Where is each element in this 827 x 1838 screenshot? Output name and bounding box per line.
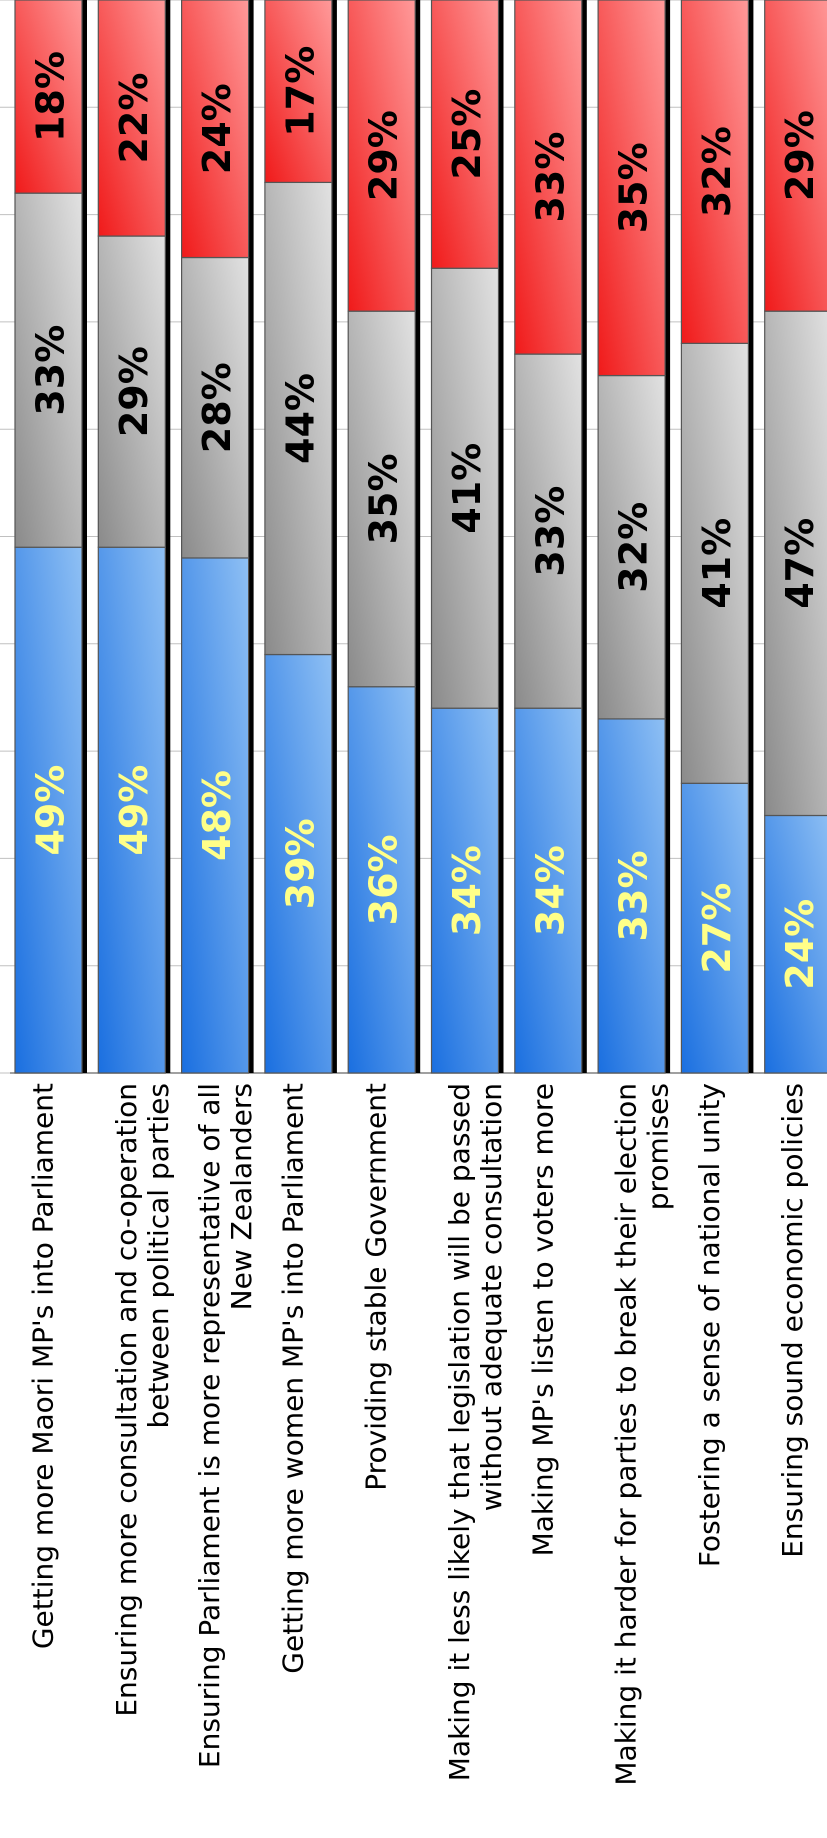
data-label: 18%	[29, 51, 73, 142]
bar-segment	[347, 310, 416, 688]
bar-segment	[514, 353, 583, 709]
data-label: 32%	[695, 126, 739, 217]
data-label: 49%	[112, 765, 156, 856]
bar-segment	[514, 0, 583, 355]
category-label: Ensuring sound economic policies	[776, 1083, 809, 1558]
data-label: 33%	[528, 132, 572, 223]
data-label: 17%	[278, 46, 322, 137]
bar-segment	[181, 557, 250, 1074]
category-label-line: Fostering a sense of national unity	[693, 1083, 726, 1567]
category-label-line: Getting more Maori MP's into Parliament	[27, 1083, 60, 1649]
bar-segment	[14, 192, 83, 548]
data-label: 24%	[195, 83, 239, 174]
category-label: Fostering a sense of national unity	[693, 1083, 726, 1567]
category-label-line: Ensuring more consultation and co-operat…	[110, 1083, 143, 1717]
bar-segment	[430, 0, 500, 269]
data-label: 24%	[778, 899, 822, 990]
data-label: 44%	[278, 373, 322, 464]
data-label: 34%	[528, 845, 572, 936]
bar-segment	[764, 310, 827, 817]
category-label-line: without adequate consultation	[475, 1083, 508, 1511]
bar-segment	[347, 686, 416, 1074]
bar-segment	[264, 653, 333, 1074]
data-label: 29%	[778, 110, 822, 201]
category-label: Getting more women MP's into Parliament	[276, 1083, 309, 1674]
bar-segment	[264, 181, 333, 656]
data-label: 36%	[362, 834, 406, 925]
bar-segment	[430, 267, 500, 709]
category-label-line: Making it less likely that legislation w…	[443, 1083, 476, 1781]
bar-segment	[597, 718, 666, 1074]
data-label: 49%	[29, 765, 73, 856]
category-label: Getting more Maori MP's into Parliament	[27, 1083, 60, 1649]
category-label-line: Providing stable Government	[360, 1083, 393, 1491]
bar-segment	[430, 707, 500, 1074]
category-label-line: New Zealanders	[225, 1083, 258, 1310]
data-label: 27%	[695, 883, 739, 974]
data-label: 25%	[445, 89, 489, 180]
data-label: 29%	[362, 110, 406, 201]
bar-segment	[680, 0, 750, 344]
data-label: 28%	[195, 362, 239, 453]
data-labels: 49% 33% 18% 49% 29% 22% 48% 28% 24% 39% 44% 17% 36% 3…	[29, 46, 823, 990]
bar-segment	[597, 0, 666, 377]
category-label-line: promises	[642, 1083, 675, 1210]
bar-segment	[680, 782, 750, 1074]
category-label: Making it harder for parties to break th…	[610, 1083, 675, 1786]
data-label: 22%	[112, 73, 156, 164]
category-label: Providing stable Government	[360, 1083, 393, 1491]
bar-segment	[764, 0, 827, 312]
bar-segment	[97, 0, 166, 237]
data-label: 41%	[445, 443, 489, 534]
bar-segment	[514, 707, 583, 1074]
bar-segment	[14, 546, 83, 1074]
bar-segment	[597, 374, 666, 720]
data-label: 41%	[695, 518, 739, 609]
bar-segment	[264, 0, 333, 184]
data-label: 35%	[612, 142, 656, 233]
data-label: 29%	[112, 346, 156, 437]
bar-segment	[181, 256, 250, 559]
category-label-line: Ensuring sound economic policies	[776, 1083, 809, 1558]
bar-segment	[680, 342, 750, 784]
category-label: Ensuring more consultation and co-operat…	[110, 1083, 175, 1717]
category-label-line: Ensuring Parliament is more representati…	[193, 1083, 226, 1768]
data-label: 47%	[778, 518, 822, 609]
bar-segment	[181, 0, 250, 259]
data-label: 32%	[612, 502, 656, 593]
category-label: Ensuring Parliament is more representati…	[193, 1083, 258, 1768]
data-label: 35%	[362, 453, 406, 544]
category-label-line: Getting more women MP's into Parliament	[276, 1083, 309, 1674]
bars	[14, 0, 827, 1074]
data-label: 34%	[445, 845, 489, 936]
bar-segment	[14, 0, 83, 194]
category-label-line: Making MP's listen to voters more	[526, 1083, 559, 1556]
data-label: 48%	[195, 770, 239, 861]
category-label: Making it less likely that legislation w…	[443, 1083, 508, 1781]
data-label: 39%	[278, 818, 322, 909]
data-label: 33%	[29, 325, 73, 416]
bar-segment	[347, 0, 416, 312]
category-label: Making MP's listen to voters more	[526, 1083, 559, 1556]
category-labels: Getting more Maori MP's into Parliament E…	[27, 1083, 810, 1786]
category-label-line: between political parties	[142, 1083, 175, 1428]
data-label: 33%	[528, 486, 572, 577]
category-label-line: Making it harder for parties to break th…	[610, 1083, 643, 1786]
data-label: 33%	[612, 850, 656, 941]
